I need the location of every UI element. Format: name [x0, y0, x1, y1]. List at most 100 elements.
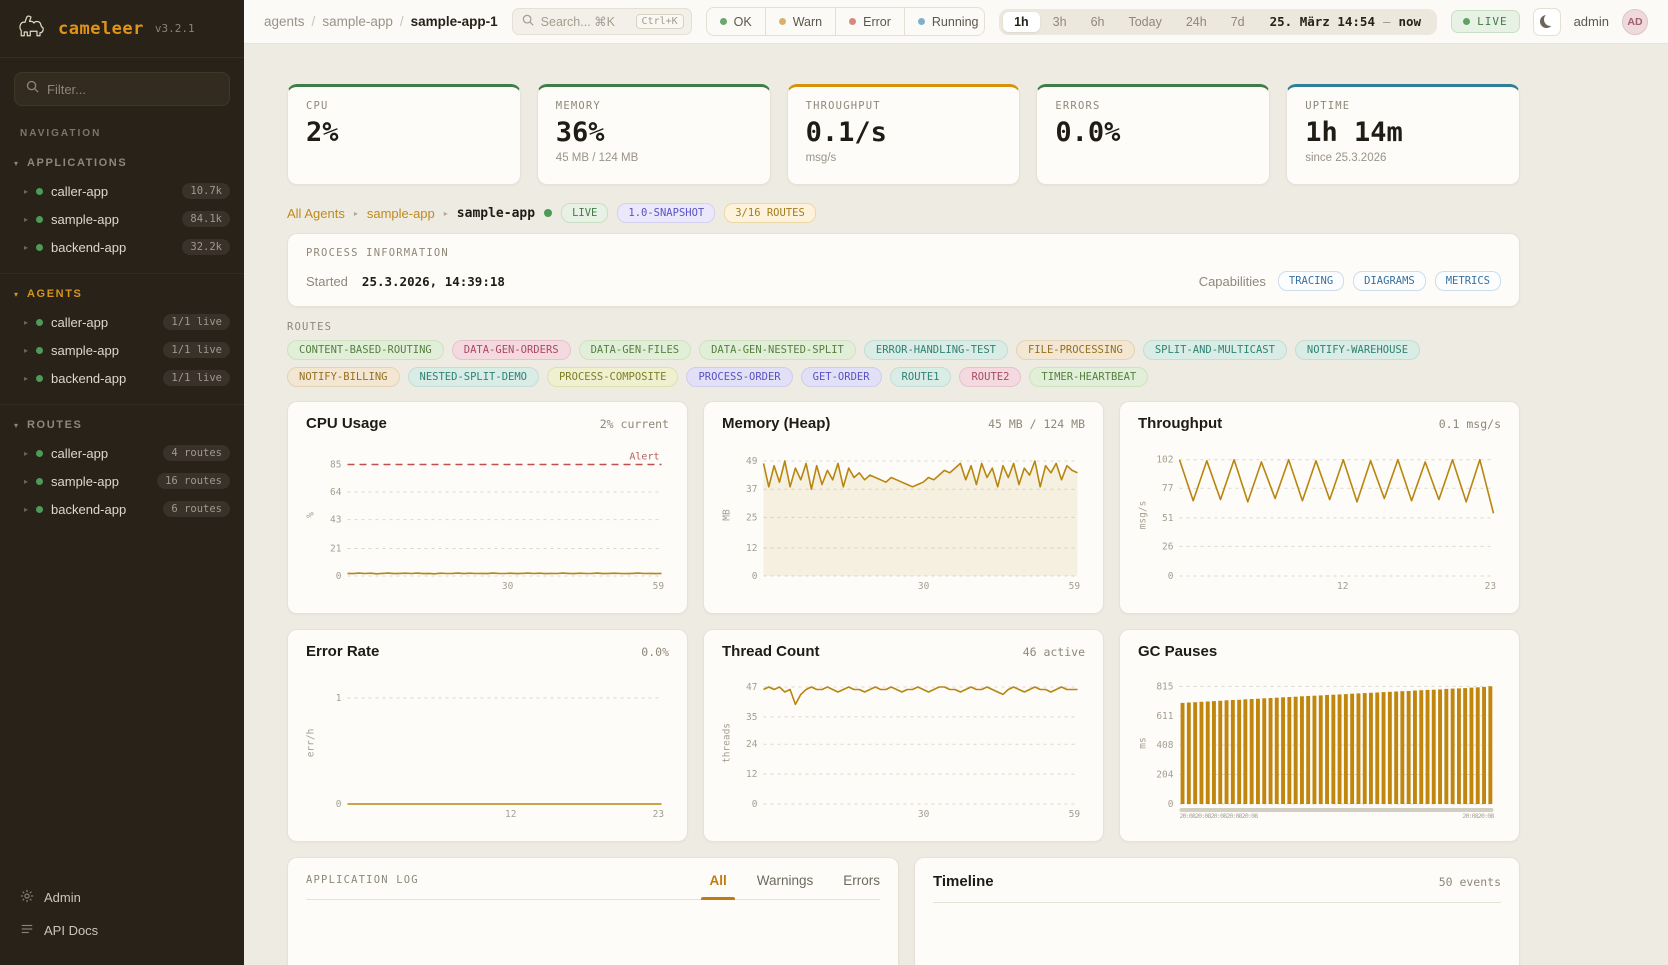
chart-title: CPU Usage — [306, 415, 387, 432]
sidebar-item-badge: 84.1k — [182, 211, 230, 227]
svg-text:0: 0 — [1168, 571, 1174, 582]
stat-label: THROUGHPUT — [806, 100, 1002, 112]
route-chip-route1[interactable]: ROUTE1 — [890, 367, 952, 387]
route-chips: CONTENT-BASED-ROUTING DATA-GEN-ORDERS DATA… — [287, 340, 1520, 387]
chart-title: Memory (Heap) — [722, 415, 830, 432]
route-chip-content-based-routing[interactable]: CONTENT-BASED-ROUTING — [287, 340, 444, 360]
sidebar-item-backend-app[interactable]: ▸backend-app6 routes — [0, 495, 244, 523]
status-dot-icon — [36, 188, 43, 195]
status-filter-running[interactable]: Running — [904, 8, 985, 35]
main-content: CPU2%MEMORY36%45 MB / 124 MBTHROUGHPUT0.… — [244, 44, 1668, 965]
chevron-right-icon: ▸ — [24, 187, 28, 196]
route-chip-process-composite[interactable]: PROCESS-COMPOSITE — [547, 367, 678, 387]
dark-mode-toggle[interactable] — [1533, 8, 1561, 36]
route-chip-data-gen-nested-split[interactable]: DATA-GEN-NESTED-SPLIT — [699, 340, 856, 360]
route-chip-process-order[interactable]: PROCESS-ORDER — [686, 367, 792, 387]
sidebar-item-sample-app[interactable]: ▸sample-app16 routes — [0, 467, 244, 495]
status-filter-label: Running — [932, 15, 979, 29]
live-toggle[interactable]: LIVE — [1451, 10, 1520, 33]
time-range-7d[interactable]: 7d — [1220, 12, 1256, 32]
breadcrumb-item[interactable]: agents — [264, 14, 305, 29]
route-chip-data-gen-files[interactable]: DATA-GEN-FILES — [579, 340, 692, 360]
breadcrumb-item[interactable]: sample-app — [322, 14, 393, 29]
status-filter-error[interactable]: Error — [835, 8, 904, 35]
tab-warnings[interactable]: Warnings — [757, 873, 814, 899]
caret-down-icon: ▾ — [14, 421, 18, 430]
search-icon — [522, 13, 534, 31]
sidebar-item-badge: 32.2k — [182, 239, 230, 255]
time-range-6h[interactable]: 6h — [1080, 12, 1116, 32]
svg-text:49: 49 — [746, 456, 758, 467]
nav-section-header[interactable]: ▾ROUTES — [0, 415, 244, 439]
svg-text:err/h: err/h — [306, 729, 317, 758]
agent-link[interactable]: All Agents — [287, 206, 345, 221]
sidebar-item-backend-app[interactable]: ▸backend-app1/1 live — [0, 364, 244, 392]
avatar[interactable]: AD — [1622, 9, 1648, 35]
chart-plot: 856443210%Alert3059 — [302, 440, 673, 597]
svg-text:12: 12 — [505, 809, 516, 820]
svg-text:26: 26 — [1162, 541, 1174, 552]
status-dot-icon — [849, 18, 856, 25]
status-filter-warn[interactable]: Warn — [765, 8, 835, 35]
route-chip-nested-split-demo[interactable]: NESTED-SPLIT-DEMO — [408, 367, 539, 387]
status-filter-ok[interactable]: OK — [707, 8, 765, 35]
nav-section-header[interactable]: ▾APPLICATIONS — [0, 153, 244, 177]
user-name[interactable]: admin — [1574, 14, 1609, 29]
route-chip-get-order[interactable]: GET-ORDER — [801, 367, 882, 387]
chart-card-throughput: Throughput0.1 msg/s1027751260msg/s1223 — [1119, 401, 1520, 614]
sidebar-item-sample-app[interactable]: ▸sample-app84.1k — [0, 205, 244, 233]
route-chip-file-processing[interactable]: FILE-PROCESSING — [1016, 340, 1135, 360]
time-range-display[interactable]: 25. März 14:54—now — [1258, 14, 1433, 29]
time-range-today[interactable]: Today — [1117, 12, 1172, 32]
time-range-3h[interactable]: 3h — [1042, 12, 1078, 32]
filter-input[interactable] — [47, 82, 218, 97]
camel-logo-icon — [16, 13, 49, 44]
search-icon — [26, 80, 39, 98]
sidebar-item-caller-app[interactable]: ▸caller-app4 routes — [0, 439, 244, 467]
nav-section-label: APPLICATIONS — [27, 157, 127, 169]
process-information-panel: PROCESS INFORMATION Started 25.3.2026, 1… — [287, 233, 1520, 307]
time-range-1h[interactable]: 1h — [1003, 12, 1040, 32]
time-range-24h[interactable]: 24h — [1175, 12, 1218, 32]
route-chip-data-gen-orders[interactable]: DATA-GEN-ORDERS — [452, 340, 571, 360]
sidebar-item-sample-app[interactable]: ▸sample-app1/1 live — [0, 336, 244, 364]
sidebar-item-label: caller-app — [51, 446, 108, 461]
sidebar-filter[interactable] — [14, 72, 230, 106]
svg-text:0: 0 — [336, 571, 342, 582]
tab-errors[interactable]: Errors — [843, 873, 880, 899]
nav-section-header[interactable]: ▾AGENTS — [0, 284, 244, 308]
route-chip-split-and-multicast[interactable]: SPLIT-AND-MULTICAST — [1143, 340, 1287, 360]
capability-chip-diagrams: DIAGRAMS — [1353, 271, 1426, 291]
status-dot-icon — [36, 450, 43, 457]
route-chip-route2[interactable]: ROUTE2 — [959, 367, 1021, 387]
breadcrumb-item[interactable]: sample-app-1 — [411, 14, 498, 29]
route-chip-notify-billing[interactable]: NOTIFY-BILLING — [287, 367, 400, 387]
agent-link[interactable]: sample-app — [367, 206, 435, 221]
sidebar-item-caller-app[interactable]: ▸caller-app1/1 live — [0, 308, 244, 336]
route-chip-timer-heartbeat[interactable]: TIMER-HEARTBEAT — [1029, 367, 1148, 387]
svg-text:85: 85 — [330, 459, 341, 470]
chevron-right-icon: ▸ — [24, 318, 28, 327]
svg-text:12: 12 — [746, 543, 757, 554]
stat-card-errors: ERRORS0.0% — [1036, 84, 1270, 185]
stat-card-cpu: CPU2% — [287, 84, 521, 185]
svg-text:0: 0 — [336, 799, 342, 810]
sidebar-item-caller-app[interactable]: ▸caller-app10.7k — [0, 177, 244, 205]
status-dot-icon — [36, 506, 43, 513]
search-input[interactable] — [541, 15, 629, 29]
route-chip-notify-warehouse[interactable]: NOTIFY-WAREHOUSE — [1295, 340, 1420, 360]
app-logo[interactable]: cameleer v3.2.1 — [0, 0, 244, 58]
status-dot-icon — [779, 18, 786, 25]
svg-text:msg/s: msg/s — [1138, 501, 1149, 530]
capability-chip-tracing: TRACING — [1278, 271, 1344, 291]
status-dot-icon — [36, 478, 43, 485]
nav-section-routes: ▾ROUTES▸caller-app4 routes▸sample-app16 … — [0, 404, 244, 535]
tab-all[interactable]: All — [709, 873, 726, 899]
global-search[interactable]: Ctrl+K — [512, 8, 692, 35]
route-chip-error-handling-test[interactable]: ERROR-HANDLING-TEST — [864, 340, 1008, 360]
sidebar-item-api-docs[interactable]: API Docs — [0, 914, 244, 947]
sidebar-item-admin[interactable]: Admin — [0, 881, 244, 914]
sidebar-item-backend-app[interactable]: ▸backend-app32.2k — [0, 233, 244, 261]
capabilities-label: Capabilities — [1199, 274, 1266, 289]
chart-title: GC Pauses — [1138, 643, 1217, 660]
